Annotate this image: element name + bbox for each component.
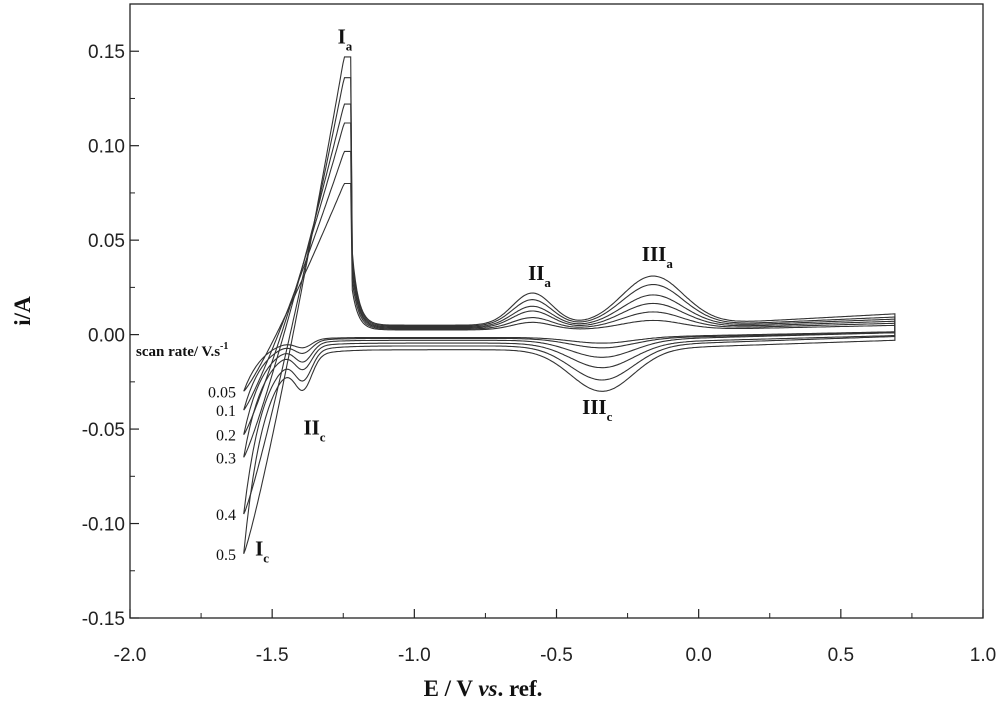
series-curve-0_5 (243, 56, 896, 554)
scan-rate-labels: 0.05 0.1 0.2 0.3 0.4 0.5 (208, 384, 236, 563)
y-tick-label: 0.10 (88, 137, 125, 158)
peak-label: IIc (303, 416, 325, 445)
y-axis-title: i/A (10, 296, 35, 326)
scan-rate-label: 0.05 (208, 384, 236, 401)
y-tick-label: -0.10 (82, 515, 125, 536)
x-tick-label: -1.0 (398, 645, 431, 666)
x-axis-ticks: -2.0 -1.5 -1.0 -0.5 0.0 0.5 1.0 (114, 609, 996, 666)
y-tick-label: 0.05 (88, 231, 125, 252)
plot-frame (129, 3, 984, 619)
y-tick-label: 0.00 (88, 326, 125, 347)
series-curve-0_3 (243, 103, 896, 458)
y-tick-label: -0.05 (82, 420, 125, 441)
x-tick-label: 0.5 (828, 645, 854, 666)
series-curve-0_4 (243, 77, 896, 515)
scan-rate-label: 0.1 (216, 403, 236, 420)
scan-rate-label: 0.2 (216, 428, 236, 445)
peak-label: IIa (528, 261, 551, 290)
legend-title-superscript: -1 (220, 341, 228, 352)
x-axis-title: E / V vs. ref. (424, 676, 543, 701)
x-tick-label: -0.5 (540, 645, 573, 666)
peak-label: IIIa (642, 242, 674, 271)
legend-title: scan rate/ V.s-1 (136, 341, 228, 360)
scan-rate-label: 0.5 (216, 547, 236, 564)
y-tick-label: 0.15 (88, 42, 125, 63)
x-tick-label: 1.0 (970, 645, 996, 666)
x-tick-label: -2.0 (114, 645, 147, 666)
x-tick-label: -1.5 (256, 645, 289, 666)
y-tick-label: -0.15 (82, 609, 125, 630)
scan-rate-label: 0.4 (216, 507, 236, 524)
peak-label: Ic (255, 537, 269, 566)
curves (243, 56, 896, 554)
series-curve-0_05 (243, 182, 896, 392)
y-axis-ticks: 0.15 0.10 0.05 0.00 -0.05 -0.10 -0.15 (82, 42, 139, 630)
peak-label: IIIc (582, 395, 613, 424)
scan-rate-label: 0.3 (216, 450, 236, 467)
x-tick-label: 0.0 (685, 645, 711, 666)
peak-label: Ia (338, 25, 353, 54)
series-curve-0_2 (243, 122, 896, 435)
peak-annotations: Ia IIa IIIa IIIc IIc Ic (255, 25, 673, 566)
